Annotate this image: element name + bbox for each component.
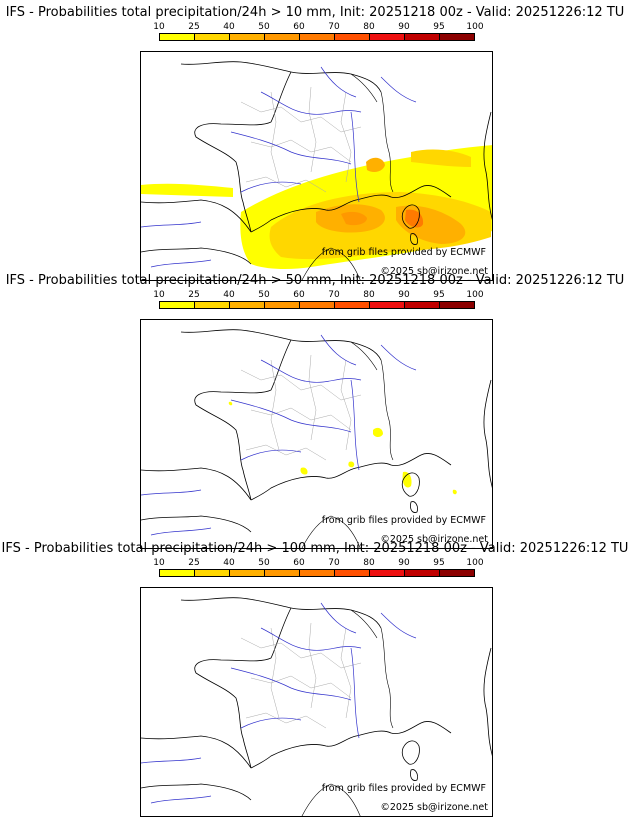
colorbar-segment bbox=[370, 570, 405, 576]
tick-label: 50 bbox=[258, 22, 270, 32]
map-canvas bbox=[141, 329, 492, 548]
colorbar-segment bbox=[370, 34, 405, 40]
tick-label: 95 bbox=[433, 290, 445, 300]
tick-label: 90 bbox=[398, 290, 410, 300]
tick-label: 90 bbox=[398, 558, 410, 568]
borders bbox=[301, 341, 394, 548]
tick-label: 100 bbox=[466, 22, 484, 32]
admin-boundaries bbox=[240, 86, 362, 193]
colorbar-segment bbox=[195, 570, 230, 576]
tick-label: 100 bbox=[466, 290, 484, 300]
colorbar-segment bbox=[160, 34, 195, 40]
rivers bbox=[141, 334, 417, 536]
tick-label: 25 bbox=[188, 22, 200, 32]
tick-label: 60 bbox=[293, 22, 305, 32]
borders bbox=[301, 73, 394, 280]
credit-copyright: ©2025 sb@irizone.net bbox=[380, 534, 488, 545]
tick-label: 40 bbox=[223, 22, 235, 32]
panel-10mm: IFS - Probabilities total precipitation/… bbox=[0, 5, 630, 281]
tick-label: 25 bbox=[188, 290, 200, 300]
admin-boundaries bbox=[240, 354, 362, 461]
colorbar-segment bbox=[335, 34, 370, 40]
tick-label: 25 bbox=[188, 558, 200, 568]
tick-label: 10 bbox=[153, 290, 165, 300]
colorbar-segment bbox=[230, 302, 265, 308]
colorbar-segment bbox=[265, 34, 300, 40]
panel-title: IFS - Probabilities total precipitation/… bbox=[5, 273, 625, 288]
admin-boundaries bbox=[240, 622, 362, 729]
rivers bbox=[141, 602, 417, 804]
map-canvas bbox=[141, 61, 492, 280]
tick-label: 70 bbox=[328, 558, 340, 568]
panel-100mm: IFS - Probabilities total precipitation/… bbox=[0, 541, 630, 817]
colorbar-segment bbox=[300, 570, 335, 576]
credit-copyright: ©2025 sb@irizone.net bbox=[380, 802, 488, 813]
tick-label: 80 bbox=[363, 558, 375, 568]
tick-label: 80 bbox=[363, 22, 375, 32]
tick-label: 10 bbox=[153, 558, 165, 568]
panel-50mm: IFS - Probabilities total precipitation/… bbox=[0, 273, 630, 549]
tick-label: 50 bbox=[258, 290, 270, 300]
colorbar bbox=[159, 301, 475, 309]
tick-label: 40 bbox=[223, 290, 235, 300]
colorbar-segment bbox=[300, 34, 335, 40]
colorbar-segment bbox=[405, 570, 440, 576]
tick-label: 90 bbox=[398, 22, 410, 32]
map-frame: from grib files provided by ECMWF ©2025 … bbox=[140, 319, 493, 549]
tick-label: 40 bbox=[223, 558, 235, 568]
probability-field bbox=[228, 401, 457, 495]
colorbar-segment bbox=[440, 570, 474, 576]
tick-label: 80 bbox=[363, 290, 375, 300]
borders bbox=[301, 609, 394, 816]
colorbar-ticks: 10 25 40 50 60 70 80 90 95 100 bbox=[153, 22, 483, 32]
panel-title: IFS - Probabilities total precipitation/… bbox=[5, 5, 625, 20]
rivers bbox=[141, 66, 417, 268]
colorbar-segment bbox=[370, 302, 405, 308]
colorbar-segment bbox=[405, 302, 440, 308]
colorbar-segment bbox=[195, 302, 230, 308]
colorbar-segment bbox=[440, 302, 474, 308]
colorbar-segment bbox=[300, 302, 335, 308]
tick-label: 60 bbox=[293, 558, 305, 568]
tick-label: 100 bbox=[466, 558, 484, 568]
colorbar-segment bbox=[160, 570, 195, 576]
coastlines bbox=[141, 597, 492, 801]
colorbar bbox=[159, 569, 475, 577]
tick-label: 95 bbox=[433, 558, 445, 568]
colorbar-segment bbox=[195, 34, 230, 40]
colorbar-segment bbox=[440, 34, 474, 40]
coastlines bbox=[141, 61, 492, 265]
map-frame: from grib files provided by ECMWF ©2025 … bbox=[140, 587, 493, 817]
tick-label: 10 bbox=[153, 22, 165, 32]
coastlines bbox=[141, 329, 492, 533]
tick-label: 70 bbox=[328, 22, 340, 32]
panel-title: IFS - Probabilities total precipitation/… bbox=[1, 541, 629, 556]
tick-label: 50 bbox=[258, 558, 270, 568]
map-canvas bbox=[141, 597, 492, 816]
tick-label: 95 bbox=[433, 22, 445, 32]
tick-label: 60 bbox=[293, 290, 305, 300]
colorbar-ticks: 10 25 40 50 60 70 80 90 95 100 bbox=[153, 558, 483, 568]
colorbar-segment bbox=[335, 570, 370, 576]
colorbar-segment bbox=[335, 302, 370, 308]
colorbar-segment bbox=[265, 570, 300, 576]
map-frame: from grib files provided by ECMWF ©2025 … bbox=[140, 51, 493, 281]
colorbar-segment bbox=[405, 34, 440, 40]
tick-label: 70 bbox=[328, 290, 340, 300]
colorbar-segment bbox=[230, 570, 265, 576]
credit-source: from grib files provided by ECMWF bbox=[321, 247, 486, 258]
colorbar-segment bbox=[160, 302, 195, 308]
credit-copyright: ©2025 sb@irizone.net bbox=[380, 266, 488, 277]
credit-source: from grib files provided by ECMWF bbox=[321, 783, 486, 794]
probability-field bbox=[141, 145, 492, 269]
colorbar-segment bbox=[265, 302, 300, 308]
credit-source: from grib files provided by ECMWF bbox=[321, 515, 486, 526]
colorbar bbox=[159, 33, 475, 41]
colorbar-ticks: 10 25 40 50 60 70 80 90 95 100 bbox=[153, 290, 483, 300]
colorbar-segment bbox=[230, 34, 265, 40]
